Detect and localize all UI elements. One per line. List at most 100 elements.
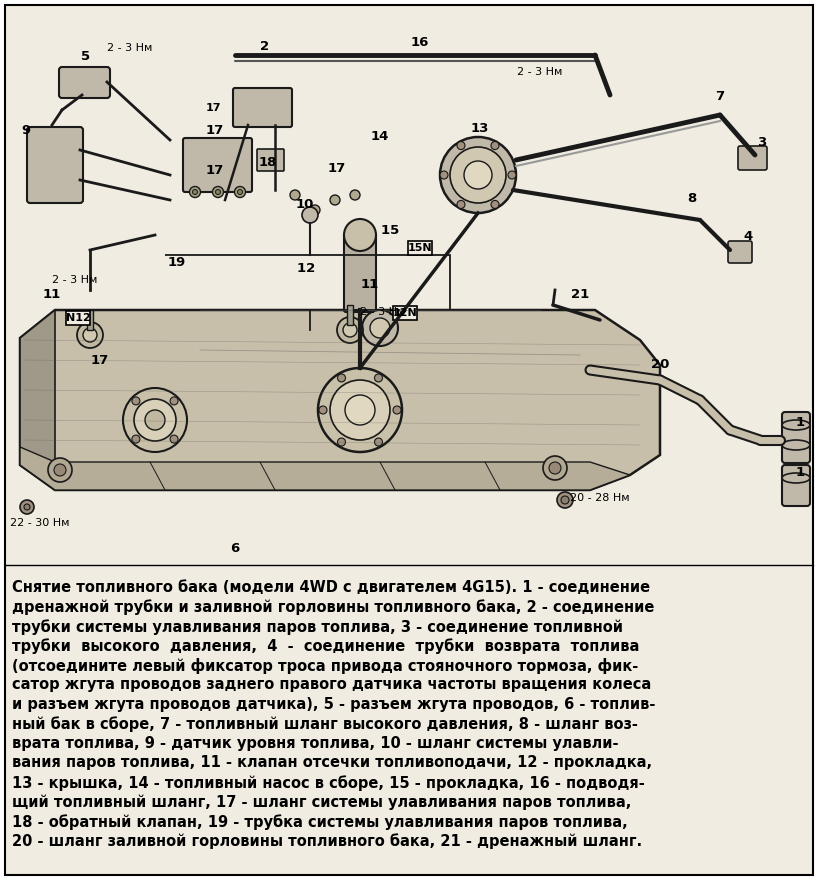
Circle shape [170,397,178,405]
Circle shape [344,219,376,251]
Polygon shape [20,310,660,490]
Circle shape [170,435,178,444]
Circle shape [561,496,569,504]
Circle shape [457,142,465,150]
Circle shape [343,323,357,337]
Circle shape [24,504,30,510]
Circle shape [237,189,242,194]
Text: 22 - 30 Нм: 22 - 30 Нм [10,518,70,528]
Text: 12N: 12N [393,308,417,318]
Circle shape [290,190,300,200]
Text: щий топливный шланг, 17 - шланг системы улавливания паров топлива,: щий топливный шланг, 17 - шланг системы … [12,795,631,810]
Text: 2 - 3 Нм: 2 - 3 Нм [517,67,563,77]
Circle shape [330,195,340,205]
Text: 2: 2 [260,40,270,54]
Circle shape [457,201,465,209]
Text: 13 - крышка, 14 - топливный насос в сборе, 15 - прокладка, 16 - подводя-: 13 - крышка, 14 - топливный насос в сбор… [12,775,645,791]
Text: врата топлива, 9 - датчик уровня топлива, 10 - шланг системы улавли-: врата топлива, 9 - датчик уровня топлива… [12,736,618,751]
Circle shape [213,187,223,197]
Circle shape [549,462,561,474]
Circle shape [350,190,360,200]
Circle shape [83,328,97,342]
FancyBboxPatch shape [183,138,252,192]
Circle shape [338,374,345,382]
Circle shape [318,368,402,452]
FancyBboxPatch shape [738,146,767,170]
Text: 20: 20 [651,358,669,371]
Circle shape [302,207,318,223]
Circle shape [557,492,573,508]
Circle shape [450,147,506,203]
Text: и разъем жгута проводов датчика), 5 - разъем жгута проводов, 6 - топлив-: и разъем жгута проводов датчика), 5 - ра… [12,697,655,712]
Text: 13: 13 [471,121,489,135]
FancyBboxPatch shape [27,127,83,203]
Text: Снятие топливного бака (модели 4WD с двигателем 4G15). 1 - соединение: Снятие топливного бака (модели 4WD с дви… [12,580,650,595]
Circle shape [145,410,165,430]
Circle shape [132,397,140,405]
Polygon shape [20,310,55,490]
Text: 16: 16 [411,35,429,48]
Circle shape [370,318,390,338]
Circle shape [330,380,390,440]
Circle shape [362,310,398,346]
Text: вания паров топлива, 11 - клапан отсечки топливоподачи, 12 - прокладка,: вания паров топлива, 11 - клапан отсечки… [12,756,652,771]
Circle shape [337,317,363,343]
Circle shape [508,171,516,179]
Text: 1: 1 [795,415,805,429]
Circle shape [375,438,383,446]
Text: 15N: 15N [407,243,432,253]
Text: трубки системы улавливания паров топлива, 3 - соединение топливной: трубки системы улавливания паров топлива… [12,619,623,634]
FancyBboxPatch shape [257,149,284,171]
Circle shape [215,189,221,194]
Text: (отсоедините левый фиксатор троса привода стояночного тормоза, фик-: (отсоедините левый фиксатор троса привод… [12,658,638,674]
Text: сатор жгута проводов заднего правого датчика частоты вращения колеса: сатор жгута проводов заднего правого дат… [12,678,651,693]
Circle shape [235,187,245,197]
Text: дренажной трубки и заливной горловины топливного бака, 2 - соединение: дренажной трубки и заливной горловины то… [12,599,654,615]
Text: 17: 17 [91,354,109,366]
Text: 12: 12 [297,261,320,275]
Text: 2 - 3 Нм: 2 - 3 Нм [107,43,153,53]
Text: 6: 6 [231,541,240,554]
Text: 7: 7 [716,91,725,104]
Text: 19: 19 [168,255,187,268]
Circle shape [132,435,140,444]
Circle shape [345,395,375,425]
Text: 21: 21 [571,289,589,302]
Bar [87,310,93,330]
Circle shape [77,322,103,348]
Text: 10: 10 [296,199,314,211]
Circle shape [319,406,327,414]
Text: 8: 8 [687,192,697,204]
Text: 2 - 3 Нм: 2 - 3 Нм [52,275,97,285]
Text: 18 - обратный клапан, 19 - трубка системы улавливания паров топлива,: 18 - обратный клапан, 19 - трубка систем… [12,814,627,830]
FancyBboxPatch shape [782,465,810,506]
Circle shape [375,374,383,382]
Circle shape [48,458,72,482]
Polygon shape [20,447,630,490]
Text: 1: 1 [795,466,805,480]
Bar [66,311,90,325]
Bar [393,306,417,320]
Text: 3: 3 [757,136,766,149]
Text: 15: 15 [381,224,404,237]
Text: 18: 18 [258,157,277,170]
Text: 17: 17 [205,103,221,113]
Text: 9: 9 [21,123,30,136]
Circle shape [393,406,401,414]
Bar [347,305,353,325]
Circle shape [491,142,499,150]
Text: 17: 17 [206,123,224,136]
Circle shape [123,388,187,452]
Text: 17: 17 [328,162,346,174]
Circle shape [190,187,200,197]
Text: трубки  высокого  давления,  4  -  соединение  трубки  возврата  топлива: трубки высокого давления, 4 - соединение… [12,639,640,654]
Circle shape [310,205,320,215]
Bar [408,241,432,255]
Text: 4: 4 [744,231,753,244]
Text: 20 - 28 Нм: 20 - 28 Нм [570,493,630,503]
Circle shape [464,161,492,189]
FancyBboxPatch shape [59,67,110,98]
Circle shape [54,464,66,476]
FancyBboxPatch shape [782,412,810,463]
Circle shape [543,456,567,480]
